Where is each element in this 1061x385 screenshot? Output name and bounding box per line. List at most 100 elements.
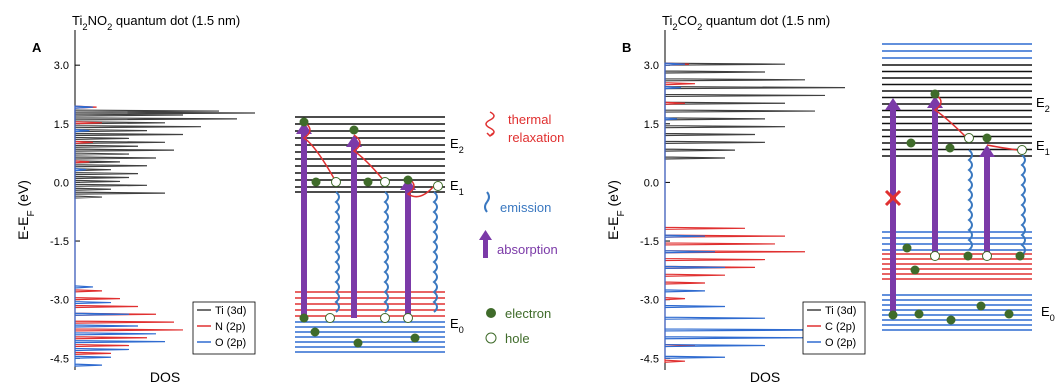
panel-title: Ti2NO2 quantum dot (1.5 nm) — [72, 13, 240, 32]
emission-arrow — [383, 191, 389, 313]
y-tick-label: -3.0 — [640, 295, 659, 307]
thermal-arrow — [352, 134, 386, 183]
electron-dot — [1004, 309, 1014, 319]
legend-electron: electron — [505, 306, 551, 321]
electron-dot — [410, 333, 420, 343]
electron-dot — [906, 138, 916, 148]
hole-dot — [1017, 145, 1027, 155]
y-tick-label: 0.0 — [54, 177, 69, 189]
thermal-arrow — [406, 177, 435, 198]
electron-dot — [902, 243, 912, 253]
electron-dot — [946, 315, 956, 325]
hole-dot — [331, 177, 341, 187]
y-axis-label: E-EF (eV) — [605, 180, 627, 240]
level-label-e2: E2 — [450, 136, 464, 155]
hole-dot — [433, 181, 443, 191]
absorption-arrow — [890, 108, 896, 312]
hole-dot — [325, 313, 335, 323]
level-label-e2: E2 — [1036, 95, 1050, 114]
electron-legend-icon — [486, 308, 496, 318]
legend-entry: O (2p) — [215, 337, 246, 349]
legend-entry: O (2p) — [825, 337, 856, 349]
thermal-arrow — [933, 93, 970, 141]
electron-dot — [914, 309, 924, 319]
electron-dot — [349, 125, 359, 135]
absorption-arrow-head — [979, 145, 995, 157]
absorption-arrow — [351, 145, 357, 318]
electron-dot — [930, 89, 940, 99]
legend-relaxation: relaxation — [508, 130, 564, 145]
legend-entry: Ti (3d) — [825, 305, 856, 317]
legend-hole: hole — [505, 331, 530, 346]
absorption-arrow-head — [346, 135, 362, 147]
dos-series-1 — [74, 105, 184, 355]
y-tick-label: 3.0 — [54, 60, 69, 72]
absorption-arrow-head — [296, 122, 312, 134]
y-axis-label: E-EF (eV) — [15, 180, 37, 240]
dos-series-0 — [664, 62, 846, 160]
y-tick-label: -1.5 — [640, 236, 659, 248]
panel-a: A Ti2NO2 quantum dot (1.5 nm) 3.0 1.5 0.0 -1.… — [15, 13, 564, 385]
absorption-arrow — [405, 188, 411, 318]
y-tick-label: -3.0 — [50, 295, 69, 307]
legend-thermal: thermal — [508, 112, 551, 127]
level-label-e1: E1 — [450, 178, 464, 197]
y-tick-label: 1.5 — [54, 119, 69, 131]
legend-entry: Ti (3d) — [215, 305, 246, 317]
electron-dot — [310, 327, 320, 337]
absorption-arrow — [301, 132, 307, 318]
legend-entry: C (2p) — [825, 321, 856, 333]
panel-title: Ti2CO2 quantum dot (1.5 nm) — [662, 13, 830, 32]
electron-dot — [299, 117, 309, 127]
y-tick-label: 0.0 — [644, 177, 659, 189]
y-tick-label: -1.5 — [50, 236, 69, 248]
electron-dot — [945, 143, 955, 153]
emission-legend-icon — [484, 191, 490, 213]
emission-arrow — [1020, 154, 1026, 256]
dos-series-2 — [664, 62, 846, 359]
hole-dot — [982, 251, 992, 261]
y-tick-label: 3.0 — [644, 60, 659, 72]
x-axis-label: DOS — [750, 369, 780, 385]
y-tick-label: -4.5 — [640, 353, 659, 365]
hole-dot — [964, 133, 974, 143]
electron-dot — [888, 310, 898, 320]
panel-label: B — [622, 40, 631, 55]
emission-arrow — [432, 191, 438, 313]
electron-dot — [963, 251, 973, 261]
absorption-arrow-head — [885, 98, 901, 110]
emission-arrow — [334, 191, 340, 313]
hole-dot — [403, 313, 413, 323]
y-tick-label: -4.5 — [50, 353, 69, 365]
absorption-arrow-head — [927, 96, 943, 108]
x-axis-label: DOS — [150, 369, 180, 385]
hole-legend-icon — [485, 332, 497, 344]
thermal-legend-icon — [485, 111, 495, 137]
hole-dot — [930, 251, 940, 261]
electron-dot — [1015, 251, 1025, 261]
legend-absorption: absorption — [497, 242, 558, 257]
electron-dot — [982, 133, 992, 143]
electron-dot — [299, 313, 309, 323]
hole-dot — [380, 313, 390, 323]
legend-entry: N (2p) — [215, 321, 246, 333]
emission-arrow — [967, 149, 973, 251]
electron-dot — [363, 177, 373, 187]
absorption-legend-head — [479, 230, 492, 240]
absorption-arrow — [932, 106, 938, 254]
electron-dot — [311, 177, 321, 187]
dos-series-2 — [74, 105, 166, 367]
electron-dot — [403, 175, 413, 185]
hole-dot — [380, 177, 390, 187]
electron-dot — [353, 338, 363, 348]
absorption-arrow — [984, 155, 990, 254]
panel-b: B Ti2CO2 quantum dot (1.5 nm) 3.0 1.5 0.0 -1.… — [605, 13, 1055, 385]
level-label-e0: E0 — [450, 316, 464, 335]
level-label-e0: E0 — [1041, 304, 1055, 323]
electron-dot — [910, 265, 920, 275]
thermal-arrow — [986, 144, 1018, 151]
forbidden-mark — [884, 189, 902, 207]
legend-emission: emission — [500, 200, 551, 215]
absorption-legend-icon — [483, 238, 488, 258]
